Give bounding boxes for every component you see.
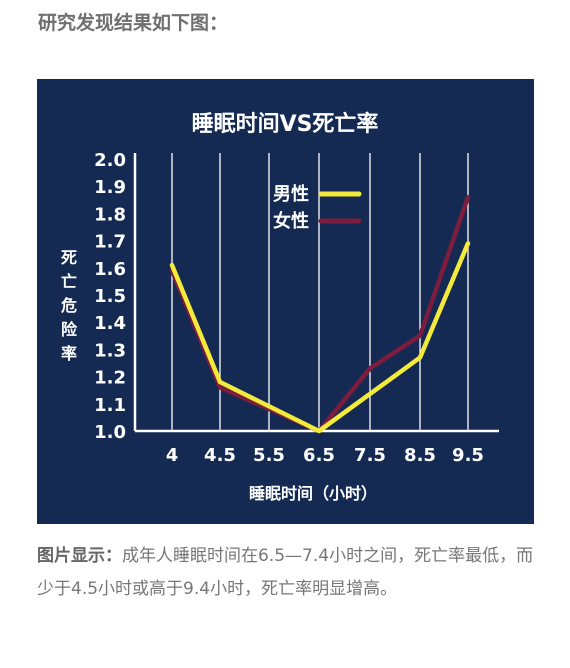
y-tick-label: 1.1 bbox=[94, 395, 126, 416]
y-tick-label: 1.3 bbox=[94, 340, 126, 361]
y-tick-label: 1.5 bbox=[94, 286, 126, 307]
chart-panel: 睡眠时间VS死亡率 2.0 1.9 1.8 1.7 1.6 1.5 1.4 1.3 1.2 1.1 1… bbox=[37, 79, 534, 524]
caption-text: 成年人睡眠时间在6.5—7.4小时之间，死亡率最低，而少于4.5小时或高于9.4… bbox=[37, 546, 534, 599]
x-tick-label: 5.5 bbox=[253, 445, 285, 466]
y-tick-label: 2.0 bbox=[94, 150, 126, 171]
legend-label-male: 男性 bbox=[273, 183, 309, 205]
series-line-female bbox=[169, 194, 471, 434]
x-tick-label: 8.5 bbox=[404, 445, 436, 466]
y-tick-label: 1.8 bbox=[94, 204, 126, 225]
y-tick-label: 1.2 bbox=[94, 368, 126, 389]
x-tick-label: 4.5 bbox=[204, 445, 236, 466]
series-line-male bbox=[169, 241, 471, 434]
x-tick-label: 6.5 bbox=[303, 445, 335, 466]
sleep-mortality-chart: 睡眠时间VS死亡率 2.0 1.9 1.8 1.7 1.6 1.5 1.4 1.3 1.2 1.1 1… bbox=[61, 111, 499, 503]
y-tick-label: 1.7 bbox=[94, 232, 126, 253]
x-tick-label: 9.5 bbox=[452, 445, 484, 466]
y-tick-label: 1.0 bbox=[94, 422, 126, 443]
legend-label-female: 女性 bbox=[273, 210, 309, 232]
page-heading: 研究发现结果如下图： bbox=[38, 12, 229, 34]
chart-title: 睡眠时间VS死亡率 bbox=[192, 111, 379, 137]
caption: 图片显示：成年人睡眠时间在6.5—7.4小时之间，死亡率最低，而少于4.5小时或… bbox=[37, 540, 537, 606]
x-tick-label: 7.5 bbox=[354, 445, 386, 466]
x-axis-label: 睡眠时间（小时） bbox=[249, 484, 377, 503]
y-axis-label: 死亡危险率 bbox=[61, 248, 78, 363]
y-tick-label: 1.9 bbox=[94, 177, 126, 198]
caption-lead: 图片显示： bbox=[37, 546, 122, 566]
y-tick-label: 1.6 bbox=[94, 259, 126, 280]
y-tick-label: 1.4 bbox=[94, 313, 126, 334]
x-tick-label: 4 bbox=[166, 445, 179, 466]
